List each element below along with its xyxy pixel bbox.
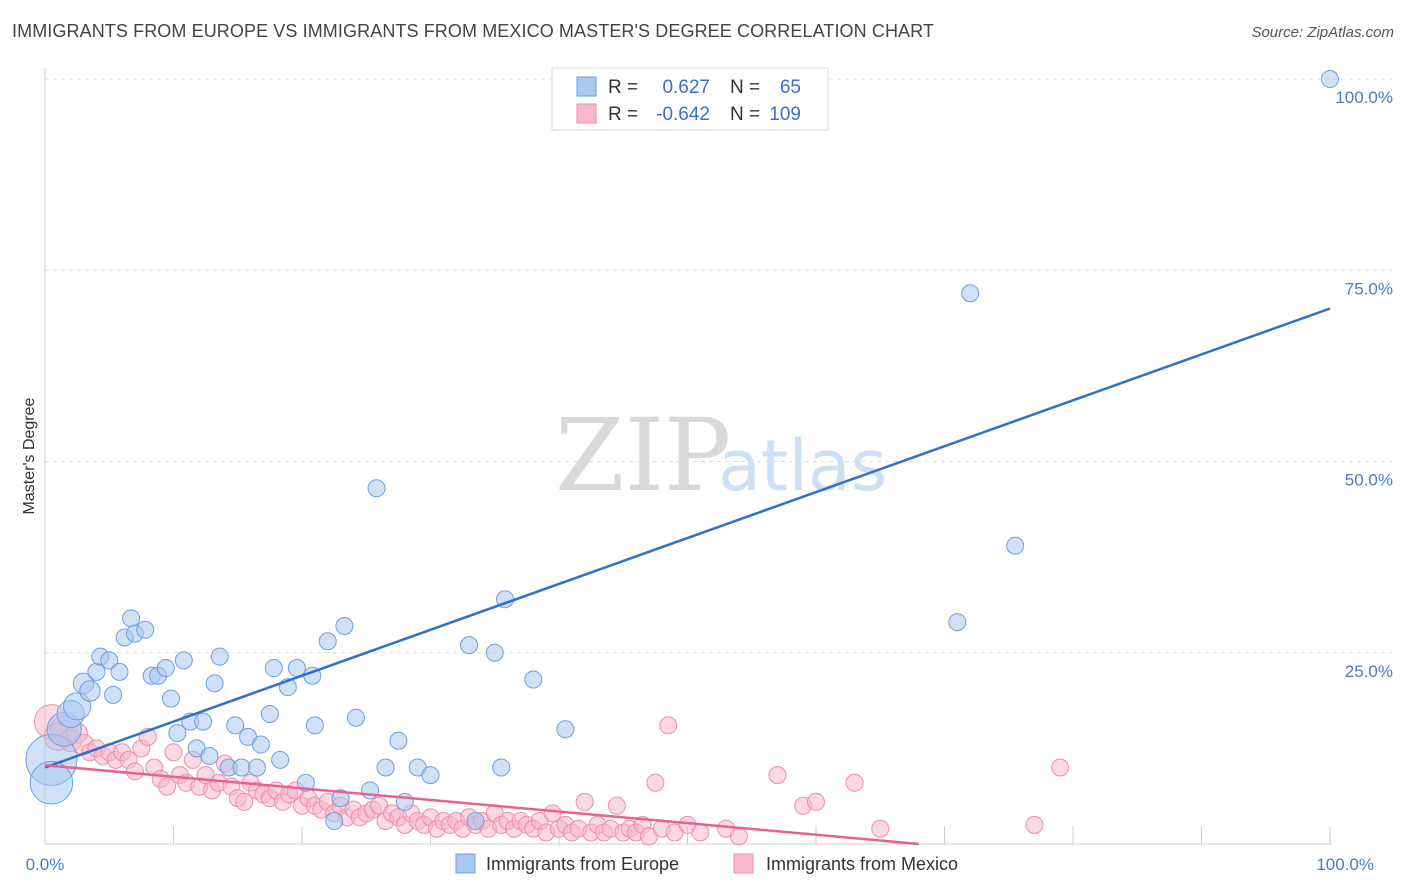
europe-point — [361, 781, 380, 800]
source-credit: Source: ZipAtlas.com — [1251, 24, 1394, 41]
mexico-point — [646, 773, 665, 792]
legend-mexico-n-value: 109 — [769, 104, 801, 125]
europe-point — [346, 708, 365, 727]
mexico-point — [235, 792, 254, 811]
europe-point — [226, 716, 245, 735]
europe-point — [168, 724, 187, 743]
europe-point — [1006, 536, 1025, 555]
mexico-point — [729, 827, 748, 846]
bottom-legend-europe-swatch — [455, 853, 476, 874]
europe-point — [200, 747, 219, 766]
europe-point — [961, 284, 980, 303]
europe-point — [389, 731, 408, 750]
europe-trendline — [44, 307, 1331, 769]
mexico-point — [575, 792, 594, 811]
chart-title: IMMIGRANTS FROM EUROPE VS IMMIGRANTS FRO… — [12, 21, 935, 41]
mexico-trendline — [44, 763, 919, 846]
gridlines — [45, 78, 1395, 654]
mexico-point — [1025, 815, 1044, 834]
mexico-point — [125, 762, 144, 781]
europe-point — [210, 647, 229, 666]
europe-point — [271, 750, 290, 769]
legend-mexico-r-label: R = — [608, 104, 638, 125]
europe-point — [156, 659, 175, 678]
europe-point — [79, 680, 101, 702]
europe-point — [110, 662, 129, 681]
europe-point — [524, 670, 543, 689]
legend-europe-n-value: 65 — [780, 77, 801, 98]
bottom-legend-mexico-swatch — [733, 853, 754, 874]
bottom-legend-mexico-label: Immigrants from Mexico — [766, 854, 958, 874]
mexico-point — [768, 766, 787, 785]
x-tick-label-max: 100.0% — [1316, 855, 1374, 874]
legend-frame — [551, 67, 829, 131]
y-tick-label: 50.0% — [1345, 471, 1393, 490]
europe-point — [161, 689, 180, 708]
europe-point — [232, 758, 251, 777]
europe-point — [1321, 70, 1339, 88]
y-tick-labels: 25.0% 50.0% 75.0% 100.0% — [1335, 88, 1393, 681]
mexico-point — [871, 819, 890, 838]
watermark: ZIP atlas — [555, 397, 887, 514]
legend-box: R = 0.627 N = 65 R = -0.642 N = 109 — [551, 67, 829, 131]
europe-point — [466, 812, 485, 831]
europe-point — [331, 789, 350, 808]
y-tick-label: 25.0% — [1345, 662, 1393, 681]
y-tick-label: 75.0% — [1345, 279, 1393, 298]
bottom-legend: Immigrants from Europe Immigrants from M… — [455, 853, 958, 874]
mexico-point — [845, 773, 864, 792]
trendlines — [44, 307, 1331, 846]
mexico-point — [164, 743, 183, 762]
europe-point — [376, 758, 395, 777]
europe-point — [556, 720, 575, 739]
europe-point — [260, 704, 279, 723]
mexico-point — [691, 823, 710, 842]
europe-point — [318, 632, 337, 651]
europe-point — [100, 651, 119, 670]
europe-point — [421, 766, 440, 785]
mexico-point — [607, 796, 626, 815]
europe-point — [136, 620, 155, 639]
legend-mexico-swatch — [576, 103, 597, 124]
europe-point — [325, 812, 344, 831]
legend-europe-r-value: 0.627 — [662, 77, 710, 98]
legend-europe-n-label: N = — [730, 77, 760, 98]
europe-point — [296, 773, 315, 792]
mexico-point — [807, 792, 825, 811]
europe-point — [122, 609, 141, 628]
europe-point — [251, 735, 270, 754]
europe-point — [174, 651, 193, 670]
watermark-zip: ZIP — [555, 397, 731, 514]
legend-europe-r-label: R = — [608, 77, 638, 98]
europe-point — [335, 616, 354, 635]
y-tick-label: 100.0% — [1335, 88, 1393, 107]
x-tick-label-min: 0.0% — [26, 855, 65, 874]
y-axis-label: Master's Degree — [21, 397, 38, 514]
europe-point — [948, 613, 967, 632]
legend-europe-swatch — [576, 76, 597, 97]
bottom-legend-europe-label: Immigrants from Europe — [486, 854, 679, 874]
mexico-point — [659, 716, 678, 735]
europe-points — [25, 70, 1339, 831]
europe-point — [205, 674, 224, 693]
europe-point — [287, 659, 306, 678]
europe-point — [492, 758, 511, 777]
europe-point — [460, 636, 479, 655]
mexico-point — [158, 777, 177, 796]
europe-point — [485, 643, 504, 662]
europe-point — [194, 712, 213, 731]
legend-mexico-n-label: N = — [730, 104, 760, 125]
mexico-point — [543, 804, 562, 823]
legend-mexico-r-value: -0.642 — [656, 104, 710, 125]
europe-point — [305, 716, 324, 735]
europe-point — [29, 761, 74, 805]
europe-point — [104, 685, 123, 704]
europe-point — [264, 659, 283, 678]
watermark-atlas: atlas — [718, 425, 887, 507]
mexico-point — [1051, 758, 1070, 777]
europe-point — [248, 758, 267, 777]
europe-point — [367, 479, 386, 498]
